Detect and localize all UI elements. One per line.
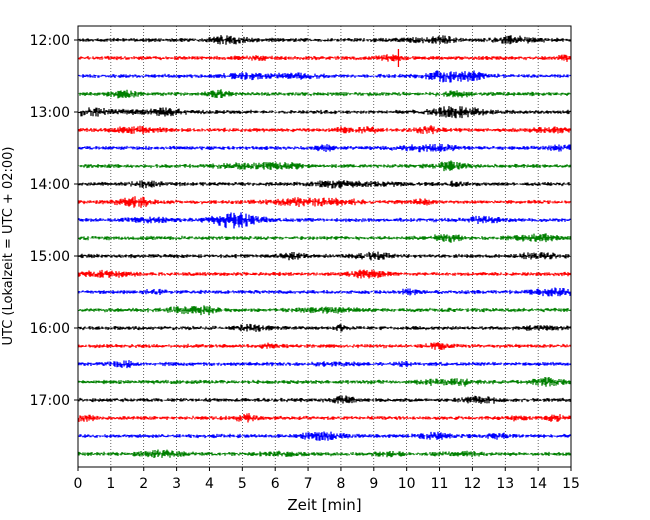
x-tick-label: 4 [205, 476, 214, 492]
y-tick-label: 14:00 [30, 177, 70, 193]
trace-row [78, 196, 571, 208]
y-tick-label: 17:00 [30, 393, 70, 409]
y-tick-label: 12:00 [30, 33, 70, 49]
trace-rows [78, 35, 571, 458]
trace-row [78, 106, 571, 119]
x-tick-label: 12 [463, 476, 481, 492]
plot-frame [77, 25, 572, 468]
y-tick-label: 16:00 [30, 321, 70, 337]
trace-row [78, 143, 571, 153]
x-tick-label: 11 [431, 476, 449, 492]
trace-row [78, 54, 571, 62]
trace-row [78, 269, 571, 279]
x-tick-label: 13 [496, 476, 514, 492]
trace-row [78, 323, 571, 332]
x-axis-ticks: 0 1 2 3 4 5 6 7 8 9 10 11 12 13 14 15 [74, 467, 580, 492]
trace-row [78, 251, 571, 261]
y-axis-ticks: 12:00 13:00 14:00 15:00 16:00 17:00 [30, 33, 78, 409]
x-tick-label: 3 [172, 476, 181, 492]
x-axis-label: Zeit [min] [287, 496, 361, 514]
y-tick-label: 15:00 [30, 249, 70, 265]
x-tick-label: 1 [106, 476, 115, 492]
x-tick-label: 10 [398, 476, 416, 492]
trace-row [78, 305, 571, 316]
trace-row [78, 212, 571, 229]
x-tick-label: 5 [238, 476, 247, 492]
trace-row [78, 233, 571, 243]
trace-row [78, 160, 571, 172]
trace-row [78, 287, 571, 297]
y-axis-label: UTC (Lokalzeit = UTC + 02:00) [1, 147, 16, 346]
trace-row [78, 395, 571, 404]
y-tick-label: 13:00 [30, 105, 70, 121]
x-tick-label: 15 [562, 476, 580, 492]
trace-row [78, 180, 571, 189]
x-tick-label: 0 [74, 476, 83, 492]
trace-row [78, 342, 571, 350]
x-tick-label: 6 [271, 476, 280, 492]
trace-row [78, 413, 571, 423]
x-tick-label: 2 [139, 476, 148, 492]
trace-row [78, 431, 571, 441]
trace-row [78, 125, 571, 135]
trace-row [78, 449, 571, 458]
trace-row [78, 360, 571, 369]
trace-row [78, 35, 571, 45]
trace-row [78, 376, 571, 387]
trace-row [78, 89, 571, 99]
x-tick-label: 9 [369, 476, 378, 492]
x-tick-label: 8 [336, 476, 345, 492]
x-tick-label: 7 [304, 476, 313, 492]
trace-row [78, 70, 571, 83]
x-tick-label: 14 [529, 476, 547, 492]
